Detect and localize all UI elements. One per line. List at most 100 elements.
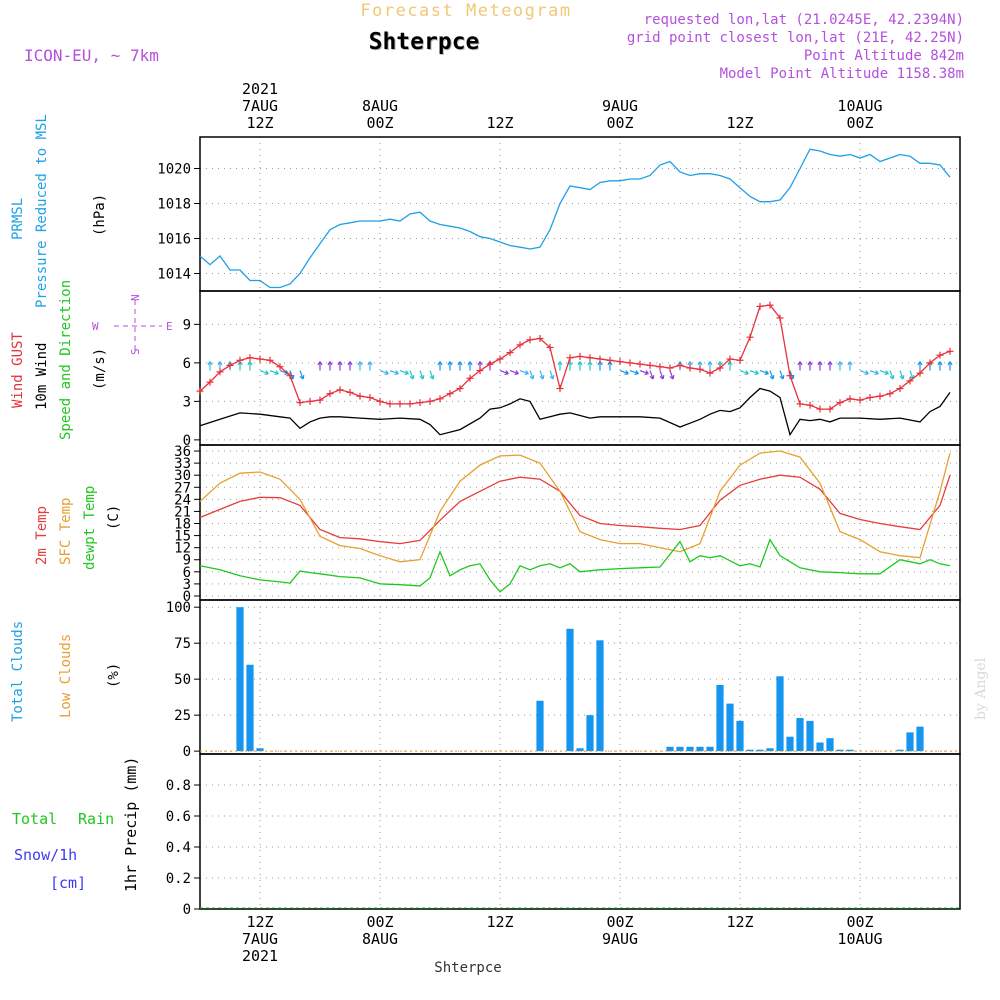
wind-arrow-head — [697, 361, 701, 366]
wind-arrow — [529, 370, 535, 380]
gust-point — [686, 364, 694, 372]
gust-point — [806, 401, 814, 409]
wind-arrow-shaft — [739, 370, 749, 375]
wind-arrow-head — [207, 361, 211, 366]
pressure-panel-labels: PRMSL Pressure Reduced to MSL (hPa) — [10, 114, 108, 308]
compass-west: W — [92, 320, 99, 333]
station-name: Shterpce — [369, 29, 480, 55]
time-label: 8AUG — [362, 97, 398, 115]
time-label: 12Z — [246, 114, 273, 132]
gust-point — [326, 390, 334, 398]
wind-arrow — [327, 361, 333, 371]
y-tick-label: 12 — [174, 541, 191, 557]
wind-arrow — [947, 361, 953, 371]
wind-arrow-head — [557, 361, 561, 366]
gust-point — [486, 360, 494, 368]
wind-arrow-shaft — [409, 370, 414, 380]
wind-arrow-head — [782, 374, 785, 380]
10m-wind-line — [199, 387, 951, 437]
gust-point — [206, 378, 214, 386]
wind-arrow — [847, 361, 853, 371]
gust-point — [586, 354, 594, 362]
wind-arrows — [207, 361, 953, 380]
gust-point — [696, 365, 704, 373]
y-tick-label: 9 — [183, 317, 191, 333]
gust-point — [296, 399, 304, 407]
wind-arrow — [597, 361, 603, 371]
y-tick-label: 1020 — [157, 162, 191, 178]
wind-arrow — [779, 370, 785, 380]
wind-arrow-head — [902, 374, 905, 380]
wind-gust-line — [199, 304, 951, 410]
wind-arrow-shaft — [499, 370, 509, 375]
y-tick-label: 1014 — [157, 267, 191, 283]
wind-arrow — [429, 370, 435, 380]
gust-point — [226, 361, 234, 369]
compass-south: S — [129, 348, 142, 355]
gust-point — [196, 387, 204, 395]
wind-arrow-head — [947, 361, 951, 366]
pressure-frame — [199, 136, 961, 292]
wind-arrow-shaft — [909, 370, 914, 380]
time-label: 12Z — [486, 114, 513, 132]
wind-arrow-head — [542, 374, 545, 380]
gust-point — [576, 352, 584, 360]
wind-arrow — [817, 361, 823, 371]
gust-point — [946, 347, 954, 355]
wind-panel: 0 3 6 9 — [183, 290, 961, 449]
y-tick-label: 0.2 — [166, 871, 191, 887]
series — [196, 148, 960, 909]
compass-north: N — [129, 294, 142, 301]
snow-label: Snow/1h — [14, 846, 77, 864]
total-label: Total — [12, 810, 57, 828]
cloud-bar — [246, 664, 254, 752]
wind-arrow-shaft — [539, 370, 544, 380]
gust-point — [436, 395, 444, 403]
compass-icon: N W E S — [92, 294, 173, 355]
cloud-bar — [846, 749, 854, 752]
wind-arrow-shaft — [529, 370, 534, 380]
gust-point — [496, 355, 504, 363]
wind-arrow-head — [447, 361, 451, 366]
wind-arrow — [347, 361, 353, 371]
precip-panel-labels: Total Rain Snow/1h [cm] 1hr Precip (mm) — [12, 757, 140, 892]
time-label: 00Z — [366, 114, 393, 132]
wind-arrow-head — [875, 370, 879, 375]
wind-arrow-shaft — [869, 370, 879, 375]
wind-arrow-shaft — [899, 370, 904, 380]
gust-point — [916, 369, 924, 377]
wind-arrow — [659, 370, 665, 380]
wind-arrow-head — [422, 374, 425, 380]
wind-arrow — [837, 361, 843, 371]
y-tick-label: 6 — [183, 565, 191, 581]
wind-arrow-head — [292, 374, 295, 380]
wind-arrow-head — [672, 374, 675, 380]
gust-point — [606, 356, 614, 364]
time-label: 8AUG — [362, 930, 398, 948]
cloud-bar — [766, 748, 774, 752]
prmsl-label: PRMSL — [10, 198, 26, 240]
wind-arrow-head — [432, 374, 435, 380]
wind-arrow — [669, 370, 675, 380]
gust-point — [796, 400, 804, 408]
wind-arrow-head — [395, 370, 399, 375]
wind-arrow-head — [405, 370, 409, 375]
cloud-bar — [786, 736, 794, 752]
wind-arrow-head — [437, 361, 441, 366]
cloud-bar — [916, 726, 924, 752]
wind-arrow — [457, 361, 463, 371]
wind-arrow-shaft — [419, 370, 424, 380]
sfc-temp-line — [199, 450, 951, 563]
wind-arrow-head — [755, 370, 759, 375]
wind-arrow — [827, 361, 833, 371]
cloud-bar — [686, 746, 694, 752]
wind-arrow — [549, 370, 555, 380]
wind-arrow — [467, 361, 473, 371]
wind-arrow — [639, 370, 649, 375]
wind-arrow-shaft — [299, 370, 304, 380]
clouds-frame — [199, 599, 961, 755]
wind-arrow — [807, 361, 813, 371]
cloud-bar — [696, 746, 704, 752]
y-tick-label: 50 — [174, 672, 191, 688]
